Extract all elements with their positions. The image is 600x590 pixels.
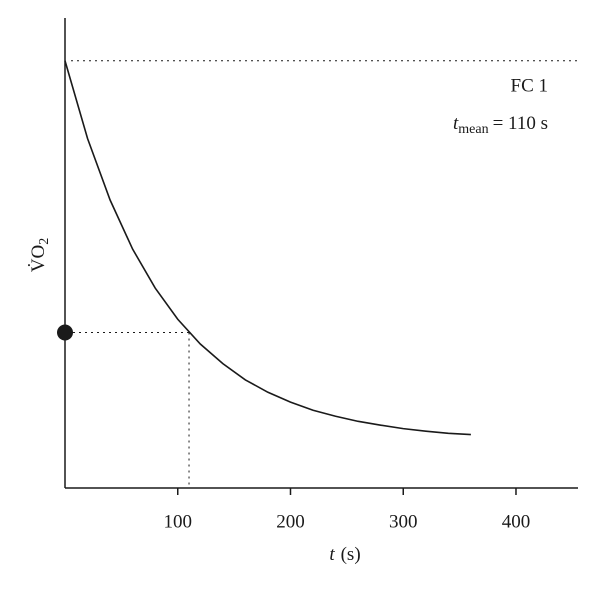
- y-axis-label: V̇O2: [27, 238, 52, 272]
- x-unit: (s): [341, 544, 361, 565]
- x-axis-label: t (s): [329, 544, 360, 565]
- curve: [64, 60, 471, 436]
- mean-symbol: t: [453, 113, 459, 134]
- x-tick-label: 200: [276, 511, 305, 532]
- x-symbol: t: [329, 544, 335, 565]
- mean-label: tmean = 110 s: [453, 113, 548, 137]
- x-tick-label: 100: [163, 511, 192, 532]
- x-tick-label: 300: [389, 511, 418, 532]
- y-text: V̇O: [27, 245, 50, 272]
- y-subscript: 2: [37, 238, 52, 245]
- mean-subscript: mean: [458, 122, 488, 137]
- mean-text: = 110 s: [493, 113, 548, 134]
- curve-label: FC 1: [511, 75, 549, 96]
- mean-point: [57, 324, 73, 341]
- x-tick-label: 400: [502, 511, 531, 532]
